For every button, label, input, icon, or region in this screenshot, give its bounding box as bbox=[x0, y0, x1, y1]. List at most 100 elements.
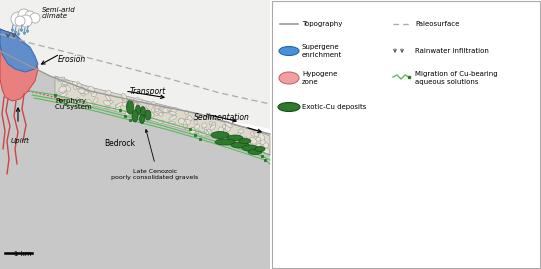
Circle shape bbox=[11, 12, 25, 26]
Ellipse shape bbox=[130, 102, 133, 108]
Ellipse shape bbox=[249, 137, 257, 144]
Ellipse shape bbox=[91, 91, 96, 97]
Ellipse shape bbox=[140, 115, 144, 123]
Ellipse shape bbox=[149, 112, 154, 117]
Ellipse shape bbox=[155, 109, 159, 112]
Ellipse shape bbox=[225, 121, 232, 128]
Ellipse shape bbox=[105, 95, 111, 101]
Ellipse shape bbox=[238, 129, 243, 133]
Ellipse shape bbox=[122, 103, 129, 106]
Ellipse shape bbox=[190, 128, 195, 134]
Ellipse shape bbox=[63, 86, 67, 92]
Ellipse shape bbox=[62, 80, 69, 85]
Ellipse shape bbox=[146, 101, 148, 109]
Ellipse shape bbox=[160, 107, 166, 112]
Ellipse shape bbox=[141, 107, 146, 118]
Ellipse shape bbox=[256, 137, 261, 141]
Text: Porphyry
Cu system: Porphyry Cu system bbox=[55, 97, 91, 111]
Ellipse shape bbox=[65, 86, 70, 91]
Ellipse shape bbox=[218, 127, 224, 133]
Ellipse shape bbox=[250, 144, 253, 148]
Ellipse shape bbox=[251, 131, 260, 134]
Ellipse shape bbox=[226, 124, 229, 128]
Ellipse shape bbox=[198, 130, 202, 136]
Polygon shape bbox=[0, 29, 38, 101]
Ellipse shape bbox=[76, 98, 80, 102]
Ellipse shape bbox=[60, 93, 67, 97]
Ellipse shape bbox=[59, 86, 67, 93]
Ellipse shape bbox=[61, 83, 66, 88]
Ellipse shape bbox=[126, 108, 133, 116]
Ellipse shape bbox=[58, 77, 65, 82]
Ellipse shape bbox=[263, 148, 269, 154]
Text: Topography: Topography bbox=[302, 21, 342, 27]
Ellipse shape bbox=[143, 113, 147, 116]
Ellipse shape bbox=[255, 147, 265, 151]
Ellipse shape bbox=[171, 108, 178, 112]
Polygon shape bbox=[0, 0, 270, 129]
Text: Late Cenozoic
poorly consolidated gravels: Late Cenozoic poorly consolidated gravel… bbox=[111, 169, 199, 180]
Ellipse shape bbox=[184, 125, 188, 129]
Ellipse shape bbox=[201, 131, 209, 136]
Ellipse shape bbox=[179, 118, 184, 124]
Ellipse shape bbox=[130, 101, 134, 104]
Ellipse shape bbox=[63, 84, 67, 89]
Ellipse shape bbox=[169, 116, 177, 120]
Ellipse shape bbox=[168, 122, 175, 124]
Ellipse shape bbox=[122, 93, 127, 101]
Ellipse shape bbox=[163, 108, 168, 113]
Ellipse shape bbox=[247, 141, 250, 145]
Ellipse shape bbox=[88, 86, 95, 93]
Ellipse shape bbox=[225, 134, 230, 138]
Ellipse shape bbox=[248, 150, 262, 154]
Circle shape bbox=[25, 11, 35, 21]
Ellipse shape bbox=[253, 130, 261, 134]
Ellipse shape bbox=[159, 112, 163, 116]
Ellipse shape bbox=[130, 110, 136, 116]
Ellipse shape bbox=[185, 117, 189, 120]
Ellipse shape bbox=[279, 72, 299, 84]
Ellipse shape bbox=[185, 111, 189, 115]
Ellipse shape bbox=[239, 139, 251, 143]
Ellipse shape bbox=[231, 142, 249, 148]
Ellipse shape bbox=[76, 83, 82, 89]
Ellipse shape bbox=[278, 102, 300, 111]
Ellipse shape bbox=[122, 97, 127, 101]
Ellipse shape bbox=[135, 105, 141, 115]
Ellipse shape bbox=[194, 121, 197, 124]
Ellipse shape bbox=[254, 143, 261, 150]
Ellipse shape bbox=[132, 110, 138, 122]
Text: Uplift: Uplift bbox=[11, 138, 29, 144]
Text: Transport: Transport bbox=[130, 87, 166, 97]
Ellipse shape bbox=[79, 87, 85, 93]
Ellipse shape bbox=[210, 125, 215, 130]
Ellipse shape bbox=[56, 91, 62, 94]
Ellipse shape bbox=[140, 113, 144, 117]
Ellipse shape bbox=[136, 104, 142, 108]
Circle shape bbox=[15, 16, 25, 26]
Ellipse shape bbox=[225, 123, 230, 132]
Ellipse shape bbox=[202, 126, 206, 129]
Ellipse shape bbox=[160, 107, 167, 110]
Ellipse shape bbox=[132, 109, 140, 112]
Circle shape bbox=[30, 13, 40, 23]
Ellipse shape bbox=[237, 132, 241, 136]
Ellipse shape bbox=[72, 82, 77, 86]
Ellipse shape bbox=[116, 103, 123, 108]
Text: Paleosurface: Paleosurface bbox=[415, 21, 459, 27]
Text: Exotic-Cu deposits: Exotic-Cu deposits bbox=[302, 104, 366, 110]
Ellipse shape bbox=[232, 135, 234, 139]
Circle shape bbox=[20, 15, 32, 27]
Ellipse shape bbox=[159, 112, 164, 115]
Ellipse shape bbox=[245, 137, 248, 142]
Ellipse shape bbox=[211, 122, 216, 128]
Ellipse shape bbox=[165, 109, 169, 113]
Ellipse shape bbox=[154, 113, 158, 115]
Ellipse shape bbox=[260, 140, 266, 145]
Ellipse shape bbox=[131, 103, 138, 107]
Ellipse shape bbox=[179, 118, 187, 125]
Ellipse shape bbox=[87, 100, 93, 107]
Ellipse shape bbox=[106, 101, 113, 104]
Ellipse shape bbox=[134, 99, 143, 102]
Ellipse shape bbox=[202, 123, 207, 128]
